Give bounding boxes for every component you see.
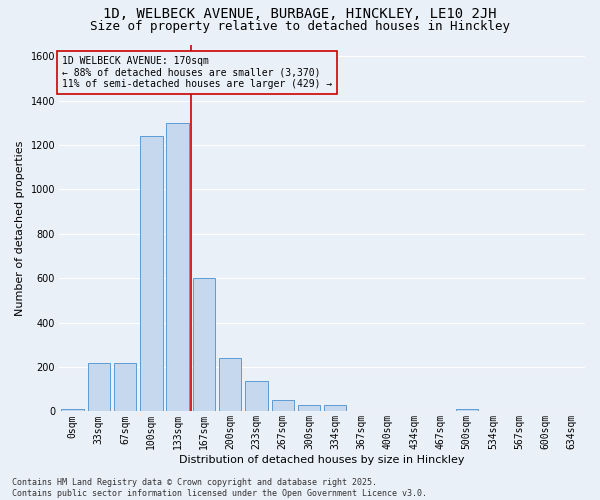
Y-axis label: Number of detached properties: Number of detached properties (15, 140, 25, 316)
Bar (272, 400, 294, 411)
Bar (193, 278, 215, 411)
Text: Size of property relative to detached houses in Hinckley: Size of property relative to detached ho… (90, 20, 510, 33)
Bar (455, 409, 478, 412)
Bar (166, 122, 189, 412)
Bar (324, 405, 346, 411)
Bar (219, 358, 241, 412)
Bar (298, 405, 320, 411)
X-axis label: Distribution of detached houses by size in Hinckley: Distribution of detached houses by size … (179, 455, 465, 465)
Text: 1D, WELBECK AVENUE, BURBAGE, HINCKLEY, LE10 2JH: 1D, WELBECK AVENUE, BURBAGE, HINCKLEY, L… (103, 8, 497, 22)
Text: 1D WELBECK AVENUE: 170sqm
← 88% of detached houses are smaller (3,370)
11% of se: 1D WELBECK AVENUE: 170sqm ← 88% of detac… (62, 56, 332, 90)
Bar (61, 409, 83, 412)
Bar (114, 362, 136, 412)
Bar (245, 382, 268, 412)
Bar (140, 136, 163, 411)
Bar (88, 362, 110, 412)
Text: Contains HM Land Registry data © Crown copyright and database right 2025.
Contai: Contains HM Land Registry data © Crown c… (12, 478, 427, 498)
